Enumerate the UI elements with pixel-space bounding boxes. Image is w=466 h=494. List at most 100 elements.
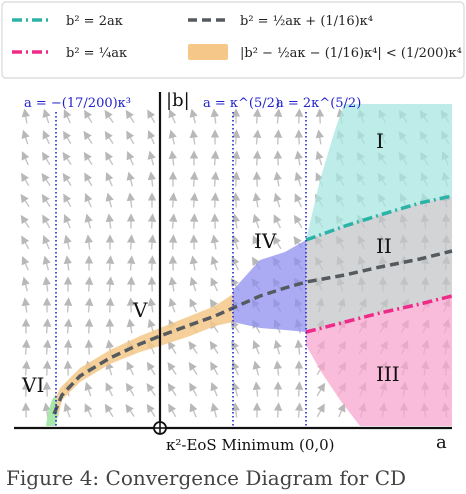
field-arrow-icon <box>42 214 51 229</box>
field-arrow-icon <box>147 213 157 229</box>
field-arrow-icon <box>189 129 198 145</box>
field-arrow-icon <box>231 150 241 166</box>
field-arrow-icon <box>147 297 156 313</box>
field-arrow-icon <box>105 360 114 376</box>
field-arrow-icon <box>42 108 51 124</box>
field-arrow-icon <box>337 403 346 418</box>
field-arrow-icon <box>168 213 178 229</box>
field-arrow-icon <box>189 255 198 271</box>
field-arrow-icon <box>252 235 261 250</box>
region-label-I: I <box>376 129 384 153</box>
field-arrow-icon <box>252 192 261 208</box>
region-label-VI: VI <box>21 373 44 397</box>
field-arrow-icon <box>273 192 282 208</box>
y-axis-label: |b| <box>166 90 190 111</box>
field-arrow-icon <box>147 255 157 271</box>
field-arrow-icon <box>147 150 156 166</box>
field-arrow-icon <box>230 319 240 333</box>
field-arrow-icon <box>42 235 51 250</box>
curve-gray <box>52 249 453 415</box>
field-arrow-icon <box>231 213 240 229</box>
field-arrow-icon <box>210 277 219 292</box>
field-arrow-icon <box>126 234 136 250</box>
field-arrow-icon <box>293 214 303 229</box>
field-arrow-icon <box>125 382 135 397</box>
field-arrow-icon <box>63 234 72 250</box>
field-arrow-icon <box>42 130 51 145</box>
legend-label-pink: b² = ¼aκ <box>66 46 127 61</box>
field-arrow-icon <box>63 109 72 124</box>
field-arrow-icon <box>147 130 156 145</box>
field-arrow-icon <box>20 193 30 207</box>
field-arrow-icon <box>42 318 52 334</box>
field-arrow-icon <box>168 297 177 313</box>
field-arrow-icon <box>273 108 283 124</box>
vline-label-1: a = −(17/200)κ³ <box>24 96 131 111</box>
field-arrow-icon <box>210 192 220 208</box>
field-arrow-icon <box>210 402 219 418</box>
vline-label-2: a = κ^(5/2) <box>203 96 280 111</box>
field-arrow-icon <box>210 382 219 397</box>
field-arrow-icon <box>189 276 198 292</box>
field-arrow-icon <box>294 108 304 124</box>
field-arrow-icon <box>20 214 30 228</box>
field-arrow-icon <box>315 129 324 145</box>
field-arrow-icon <box>231 402 241 418</box>
field-arrow-icon <box>62 151 72 165</box>
origin-label: κ²-EoS Minimum (0,0) <box>166 436 335 454</box>
legend-frame <box>1 1 465 79</box>
field-arrow-icon <box>294 171 303 187</box>
field-arrow-icon <box>63 339 73 355</box>
field-arrow-icon <box>21 172 30 187</box>
convergence-diagram: b² = 2aκ b² = ½aκ + (1/16)κ⁴ b² = ¼aκ |b… <box>1 1 465 454</box>
field-arrow-icon <box>294 381 304 397</box>
field-arrow-icon <box>126 276 136 292</box>
field-arrow-icon <box>273 129 283 145</box>
field-arrow-icon <box>126 318 135 334</box>
field-arrow-icon <box>189 171 199 187</box>
field-arrow-icon <box>21 256 30 271</box>
field-arrow-icon <box>21 235 30 250</box>
field-arrow-icon <box>252 340 261 355</box>
field-arrow-icon <box>168 403 177 418</box>
curve-teal <box>305 194 453 242</box>
field-arrow-icon <box>42 276 51 292</box>
field-arrow-icon <box>125 109 135 123</box>
region-VI <box>46 394 58 426</box>
field-arrow-icon <box>63 130 72 145</box>
field-arrow-icon <box>168 192 178 208</box>
region-I <box>306 104 452 240</box>
field-arrow-icon <box>188 341 198 354</box>
field-arrow-icon <box>21 276 30 292</box>
field-arrow-icon <box>210 234 219 250</box>
field-arrow-icon <box>84 403 93 418</box>
x-axis-label: a <box>436 432 447 453</box>
field-arrow-icon <box>231 129 241 145</box>
region-V <box>50 294 233 418</box>
field-arrow-icon <box>168 150 177 166</box>
legend: b² = 2aκ b² = ½aκ + (1/16)κ⁴ b² = ¼aκ |b… <box>1 1 465 79</box>
field-arrow-icon <box>105 213 114 229</box>
field-arrow-icon <box>273 171 282 187</box>
field-arrow-icon <box>125 404 135 417</box>
legend-label-band: |b² − ½aκ − (1/16)κ⁴| < (1/200)κ⁴ <box>240 46 462 61</box>
field-arrow-icon <box>252 381 262 397</box>
field-arrow-icon <box>316 403 325 418</box>
region-label-IV: IV <box>254 229 277 253</box>
field-arrow-icon <box>21 297 30 313</box>
field-arrow-icon <box>21 129 30 145</box>
field-arrow-icon <box>188 361 198 375</box>
field-arrow-icon <box>42 151 51 166</box>
field-arrow-icon <box>252 360 261 376</box>
field-arrow-icon <box>21 151 30 166</box>
field-arrow-icon <box>209 340 219 354</box>
field-arrow-icon <box>231 234 240 250</box>
field-arrow-icon <box>84 234 93 250</box>
field-arrow-icon <box>84 172 93 187</box>
field-arrow-icon <box>273 360 283 376</box>
region-label-V: V <box>132 298 148 322</box>
field-arrow-icon <box>105 276 115 292</box>
field-arrow-icon <box>42 255 51 271</box>
field-arrow-icon <box>168 276 177 292</box>
field-arrow-icon <box>84 213 93 229</box>
